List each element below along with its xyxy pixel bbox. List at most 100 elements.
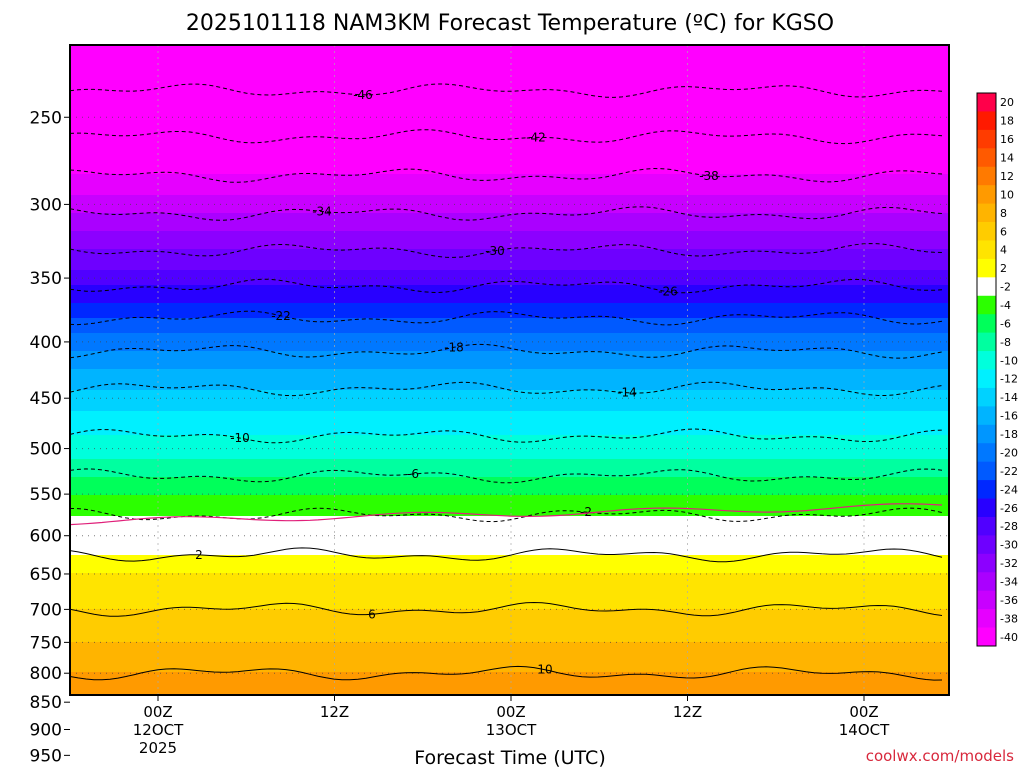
temperature-band xyxy=(70,582,949,586)
temperature-band xyxy=(70,657,949,661)
temperature-band xyxy=(70,249,949,253)
temperature-band xyxy=(70,672,949,676)
colorbar-label: -6 xyxy=(1000,317,1011,330)
temperature-band xyxy=(70,660,949,664)
colorbar-label: -32 xyxy=(1000,557,1018,570)
y-tick-label: 650 xyxy=(30,565,62,585)
colorbar-label: 8 xyxy=(1000,207,1007,220)
temperature-band xyxy=(70,423,949,427)
temperature-band xyxy=(70,495,949,499)
temperature-band xyxy=(70,123,949,127)
colorbar-swatch xyxy=(977,516,996,536)
temperature-band xyxy=(70,285,949,289)
temperature-band xyxy=(70,96,949,100)
temperature-band xyxy=(70,210,949,214)
temperature-band xyxy=(70,339,949,343)
temperature-band xyxy=(70,264,949,268)
temperature-band xyxy=(70,156,949,160)
temperature-band xyxy=(70,624,949,628)
temperature-band xyxy=(70,198,949,202)
colorbar-swatch xyxy=(977,332,996,352)
temperature-band xyxy=(70,117,949,121)
temperature-band xyxy=(70,366,949,370)
temperature-band xyxy=(70,621,949,625)
y-tick-label: 450 xyxy=(30,389,62,409)
temperature-band xyxy=(70,324,949,328)
isotherm-label: -34 xyxy=(312,204,332,218)
temperature-band xyxy=(70,348,949,352)
temperature-band xyxy=(70,171,949,175)
colorbar-label: 16 xyxy=(1000,133,1014,146)
isotherm-label: 14 xyxy=(710,733,725,747)
colorbar-swatch xyxy=(977,627,996,647)
colorbar-swatch xyxy=(977,424,996,444)
x-tick-label: 00Z xyxy=(849,703,878,721)
colorbar-label: -12 xyxy=(1000,373,1018,386)
isotherm-line xyxy=(70,665,943,681)
x-tick-label: 14OCT xyxy=(839,721,890,739)
temperature-band xyxy=(70,183,949,187)
temperature-band xyxy=(70,417,949,421)
temperature-band xyxy=(70,276,949,280)
temperature-band xyxy=(70,291,949,295)
colorbar-swatch xyxy=(977,222,996,241)
temperature-band xyxy=(70,648,949,652)
isotherm-line xyxy=(70,129,943,145)
temperature-band xyxy=(70,162,949,166)
temperature-band xyxy=(70,321,949,325)
temperature-band xyxy=(70,468,949,472)
colorbar-swatch xyxy=(977,590,996,610)
temperature-band xyxy=(70,396,949,400)
chart-title: 2025101118 NAM3KM Forecast Temperature (… xyxy=(186,11,834,36)
colorbar-swatch xyxy=(977,461,996,481)
temperature-band xyxy=(70,345,949,349)
isotherm-line xyxy=(70,601,943,617)
temperature-band xyxy=(70,375,949,379)
temperature-band xyxy=(70,630,949,634)
colorbar-label: -36 xyxy=(1000,594,1018,607)
temperature-band xyxy=(70,570,949,574)
temperature-band xyxy=(70,327,949,331)
temperature-band xyxy=(70,615,949,619)
colorbar-swatch xyxy=(977,314,996,334)
credit-link[interactable]: coolwx.com/models xyxy=(866,747,1014,765)
temperature-band xyxy=(70,573,949,577)
colorbar-swatch xyxy=(977,93,996,112)
temperature-band xyxy=(70,369,949,373)
isotherm-label: -46 xyxy=(353,88,373,102)
temperature-band xyxy=(70,219,949,223)
temperature-band xyxy=(70,543,949,547)
temperature-band xyxy=(70,330,949,334)
temperature-band xyxy=(70,312,949,316)
temperature-band xyxy=(70,633,949,637)
temperature-band xyxy=(70,195,949,199)
temperature-band xyxy=(70,555,949,559)
temperature-band xyxy=(70,609,949,613)
temperature-band xyxy=(70,189,949,193)
temperature-band xyxy=(70,414,949,418)
temperature-band xyxy=(70,645,949,649)
temperature-band xyxy=(70,471,949,475)
isotherm-label: -6 xyxy=(407,467,419,481)
temperature-band xyxy=(70,288,949,292)
temperature-band xyxy=(70,138,949,142)
temperature-band xyxy=(70,549,949,553)
temperature-band xyxy=(70,60,949,64)
temperature-band xyxy=(70,483,949,487)
y-tick-label: 600 xyxy=(30,527,62,547)
x-tick-label: 12Z xyxy=(673,703,702,721)
temperature-band xyxy=(70,141,949,145)
colorbar-swatch xyxy=(977,129,996,149)
temperature-band xyxy=(70,519,949,523)
temperature-band xyxy=(70,531,949,535)
temperature-band xyxy=(70,111,949,115)
temperature-band xyxy=(70,57,949,61)
temperature-band xyxy=(70,279,949,283)
temperature-band xyxy=(70,507,949,511)
temperature-band xyxy=(70,237,949,241)
temperature-band xyxy=(70,669,949,673)
colorbar-frame xyxy=(976,92,997,647)
temperature-band xyxy=(70,201,949,205)
temperature-band xyxy=(70,411,949,415)
